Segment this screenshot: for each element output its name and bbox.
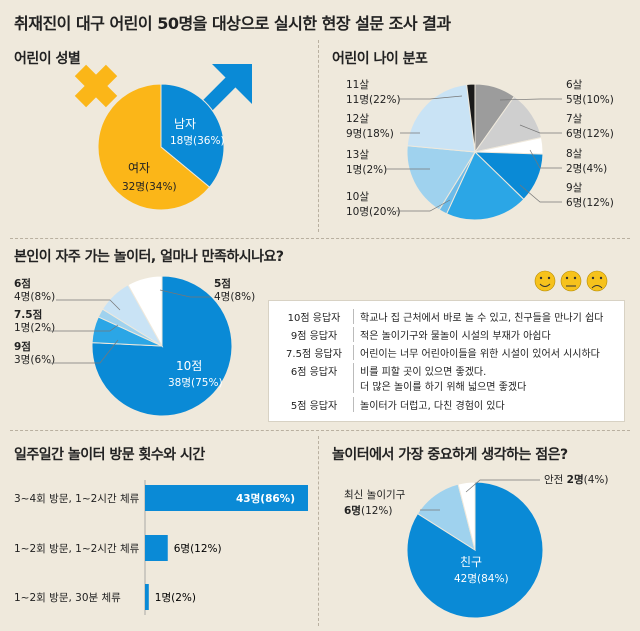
age-label-6: 6살 5명(10%) bbox=[566, 79, 614, 106]
age-label-7: 7살 6명(12%) bbox=[566, 113, 614, 140]
age-label-11: 11살 11명(22%) bbox=[346, 79, 401, 106]
age-label-8: 8살 2명(4%) bbox=[566, 148, 607, 175]
svg-text:9살: 9살 bbox=[566, 182, 583, 194]
bar-0 bbox=[145, 485, 308, 511]
divider bbox=[10, 238, 630, 239]
responses-panel: 10점 응답자 학교나 집 근처에서 바로 놀 수 있고, 친구들을 만나기 쉽다… bbox=[268, 300, 625, 422]
svg-text:8살: 8살 bbox=[566, 148, 583, 160]
svg-text:1명(2%): 1명(2%) bbox=[14, 322, 55, 334]
age-slice-7 bbox=[406, 83, 476, 153]
svg-text:4명(8%): 4명(8%) bbox=[214, 291, 255, 303]
svg-text:2명(4%): 2명(4%) bbox=[566, 163, 607, 175]
satisfaction-pie-chart bbox=[91, 275, 233, 417]
svg-text:10점: 10점 bbox=[176, 359, 202, 373]
visits-bar-chart: 3~4회 방문, 1~2시간 체류 43명(86%) 1~2회 방문, 1~2시간 … bbox=[14, 480, 308, 615]
divider bbox=[10, 430, 630, 431]
gender-slice-1 bbox=[97, 83, 211, 211]
section-title-visits: 일주일간 놀이터 방문 횟수와 시간 bbox=[14, 447, 205, 463]
bar-value-label: 6명(12%) bbox=[174, 543, 222, 555]
imp-label-friends: 친구 42명(84%) bbox=[454, 555, 509, 585]
svg-text:42명(84%): 42명(84%) bbox=[454, 573, 509, 585]
svg-text:4명(8%): 4명(8%) bbox=[14, 291, 55, 303]
age-pie-chart bbox=[406, 83, 544, 221]
bar-2 bbox=[145, 584, 149, 610]
svg-text:11살: 11살 bbox=[346, 79, 369, 91]
section-title-satisfaction: 본인이 자주 가는 놀이터, 얼마나 만족하시나요? bbox=[14, 249, 284, 265]
gender-slice-0 bbox=[160, 83, 225, 188]
imp-label-safety: 안전 2명(4%) bbox=[544, 473, 609, 486]
gender-female-label: 여자 bbox=[128, 161, 150, 175]
svg-text:5명(10%): 5명(10%) bbox=[566, 94, 614, 106]
male-symbol-icon bbox=[200, 64, 252, 113]
page-title: 취재진이 대구 어린이 50명을 대상으로 실시한 현장 설문 조사 결과 bbox=[14, 14, 451, 33]
bar-category-label: 3~4회 방문, 1~2시간 체류 bbox=[14, 493, 140, 505]
divider bbox=[318, 40, 319, 232]
svg-text:6명(12%): 6명(12%) bbox=[344, 504, 393, 517]
svg-text:6명(12%): 6명(12%) bbox=[566, 197, 614, 209]
gender-male-count: 18명(36%) bbox=[170, 135, 225, 147]
svg-text:13살: 13살 bbox=[346, 149, 369, 161]
svg-text:38명(75%): 38명(75%) bbox=[168, 377, 223, 389]
imp-slice-2 bbox=[457, 481, 476, 551]
section-title-important: 놀이터에서 가장 중요하게 생각하는 점은? bbox=[332, 447, 568, 463]
svg-text:친구: 친구 bbox=[460, 555, 482, 569]
smiley-faces-icon bbox=[534, 270, 608, 292]
sat-label-9: 9점 3명(6%) bbox=[14, 341, 55, 366]
imp-leader-lines bbox=[420, 479, 540, 511]
age-label-10: 10살 10명(20%) bbox=[346, 191, 401, 218]
important-pie-chart bbox=[406, 481, 544, 619]
sat-slice-4 bbox=[127, 275, 163, 348]
age-label-12: 12살 9명(18%) bbox=[346, 113, 394, 140]
imp-label-rides: 최신 놀이기구 6명(12%) bbox=[344, 489, 406, 517]
svg-text:10명(20%): 10명(20%) bbox=[346, 206, 401, 218]
svg-text:7살: 7살 bbox=[566, 113, 583, 125]
section-title-age: 어린이 나이 분포 bbox=[332, 51, 428, 67]
sat-label-7-5: 7.5점 1명(2%) bbox=[14, 309, 55, 334]
gender-pie-chart bbox=[97, 83, 225, 211]
svg-text:7.5점: 7.5점 bbox=[14, 309, 42, 321]
bar-value-label: 43명(86%) bbox=[236, 492, 295, 505]
age-slice-4 bbox=[445, 151, 525, 221]
sat-leader-lines bbox=[48, 289, 210, 364]
svg-text:최신 놀이기구: 최신 놀이기구 bbox=[344, 489, 406, 501]
svg-text:1명(2%): 1명(2%) bbox=[346, 164, 387, 176]
gender-male-label: 남자 bbox=[174, 117, 196, 131]
age-label-13: 13살 1명(2%) bbox=[346, 149, 387, 176]
gender-female-count: 32명(34%) bbox=[122, 181, 177, 193]
sat-label-5: 5점 4명(8%) bbox=[214, 278, 255, 303]
svg-text:6명(12%): 6명(12%) bbox=[566, 128, 614, 140]
svg-text:안전 2명(4%): 안전 2명(4%) bbox=[544, 473, 609, 486]
svg-text:6점: 6점 bbox=[14, 278, 31, 290]
bar-value-label: 1명(2%) bbox=[155, 592, 196, 604]
svg-text:3명(6%): 3명(6%) bbox=[14, 354, 55, 366]
age-slice-8 bbox=[466, 83, 476, 153]
bar-category-label: 1~2회 방문, 1~2시간 체류 bbox=[14, 543, 140, 555]
sat-label-10: 10점 38명(75%) bbox=[168, 359, 223, 389]
sat-label-6: 6점 4명(8%) bbox=[14, 278, 55, 303]
svg-text:11명(22%): 11명(22%) bbox=[346, 94, 401, 106]
svg-text:9점: 9점 bbox=[14, 341, 31, 353]
age-label-9: 9살 6명(12%) bbox=[566, 182, 614, 209]
divider bbox=[318, 436, 319, 626]
svg-text:6살: 6살 bbox=[566, 79, 583, 91]
bar-1 bbox=[145, 535, 168, 561]
svg-text:9명(18%): 9명(18%) bbox=[346, 128, 394, 140]
female-symbol-icon bbox=[74, 64, 118, 108]
svg-text:5점: 5점 bbox=[214, 278, 231, 290]
svg-text:10살: 10살 bbox=[346, 191, 369, 203]
section-title-gender: 어린이 성별 bbox=[14, 51, 81, 67]
svg-text:12살: 12살 bbox=[346, 113, 369, 125]
bar-category-label: 1~2회 방문, 30분 체류 bbox=[14, 592, 121, 604]
age-leader-lines bbox=[386, 95, 562, 212]
